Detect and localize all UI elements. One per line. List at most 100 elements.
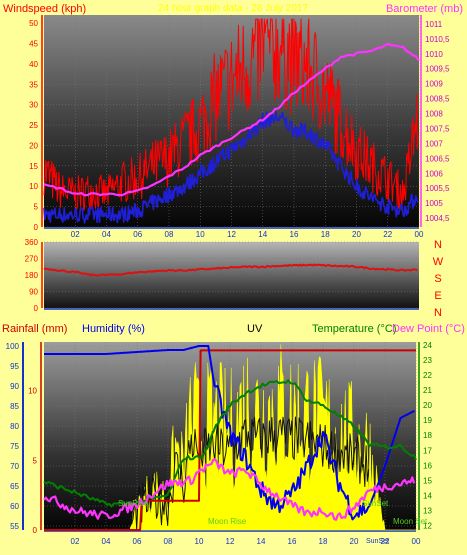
x-tick-label: 00 xyxy=(412,537,421,546)
barometer-tick-label: 1004,5 xyxy=(425,214,450,223)
wind-tick-label: 15 xyxy=(29,162,38,171)
wind-tick-label: 50 xyxy=(29,19,38,28)
barometer-tick-label: 1008,5 xyxy=(425,95,450,104)
x-tick-label: 14 xyxy=(257,537,266,546)
temp-tick-label: 14 xyxy=(423,491,432,500)
x-tick-label: 08 xyxy=(164,537,173,546)
compass-label: N xyxy=(434,239,442,251)
x-tick-label: 14 xyxy=(258,230,267,239)
x-tick-label: 08 xyxy=(165,230,174,239)
temp-tick-label: 24 xyxy=(423,341,432,350)
sunset-axis-label: SunSet xyxy=(366,538,389,545)
temp-tick-label: 15 xyxy=(423,476,432,485)
x-tick-label: 06 xyxy=(133,230,142,239)
compass-label: S xyxy=(434,273,441,285)
temp-tick-label: 19 xyxy=(423,416,432,425)
barometer-tick-label: 1010 xyxy=(425,50,443,59)
rain-tick-label: 10 xyxy=(28,387,37,396)
wind-tick-label: 35 xyxy=(29,80,38,89)
x-tick-label: 20 xyxy=(350,537,359,546)
rainfall-line xyxy=(44,349,416,531)
humidity-tick-label: 55 xyxy=(10,522,19,531)
rainfall-title: Rainfall (mm) xyxy=(2,323,67,335)
temp-tick-label: 12 xyxy=(423,521,432,530)
wind-tick-label: 40 xyxy=(29,60,38,69)
direction-tick-label: 360 xyxy=(25,238,39,247)
temp-tick-label: 18 xyxy=(423,431,432,440)
humidity-tick-label: 85 xyxy=(10,402,19,411)
humidity-tick-label: 100 xyxy=(6,342,20,351)
x-tick-label: 00 xyxy=(415,230,424,239)
x-tick-label: 18 xyxy=(321,230,330,239)
x-tick-label: 10 xyxy=(195,537,204,546)
barometer-tick-label: 1009,5 xyxy=(425,65,450,74)
humidity-tick-label: 70 xyxy=(10,462,19,471)
humidity-tick-label: 80 xyxy=(10,422,19,431)
x-tick-label: 22 xyxy=(383,230,392,239)
direction-tick-label: 0 xyxy=(34,304,39,313)
wind-tick-label: 30 xyxy=(29,101,38,110)
temp-tick-label: 22 xyxy=(423,371,432,380)
compass-label: E xyxy=(434,290,441,302)
temperature-title: Temperature (°C) xyxy=(312,323,396,335)
sunset-label: SunSet xyxy=(362,499,389,508)
sunrise-label: SunRise xyxy=(118,499,149,508)
dewpoint-title: Dew Point (°C) xyxy=(392,323,465,335)
temp-tick-label: 16 xyxy=(423,461,432,470)
moonset-label: Moon Set xyxy=(393,517,428,526)
temp-tick-label: 17 xyxy=(423,446,432,455)
wind-tick-label: 10 xyxy=(29,182,38,191)
temp-tick-label: 21 xyxy=(423,386,432,395)
humidity-title: Humidity (%) xyxy=(82,323,145,335)
barometer-tick-label: 1006,5 xyxy=(425,154,450,163)
compass-label: W xyxy=(433,256,444,268)
humidity-tick-label: 60 xyxy=(10,502,19,511)
direction-tick-label: 270 xyxy=(25,255,39,264)
barometer-tick-label: 1011 xyxy=(425,20,443,29)
direction-line xyxy=(43,263,418,277)
x-tick-label: 04 xyxy=(102,230,111,239)
windspeed-title: Windspeed (kph) xyxy=(3,3,86,15)
humidity-tick-label: 65 xyxy=(10,482,19,491)
x-tick-label: 22 xyxy=(381,537,390,546)
wind-tick-label: 0 xyxy=(34,223,39,232)
moonrise-label: Moon Rise xyxy=(208,517,247,526)
temp-tick-label: 13 xyxy=(423,506,432,515)
wind-tick-label: 45 xyxy=(29,40,38,49)
humidity-tick-label: 95 xyxy=(10,362,19,371)
x-tick-label: 04 xyxy=(102,537,111,546)
humidity-tick-label: 75 xyxy=(10,442,19,451)
windspeed-line xyxy=(43,18,419,211)
dewpoint-line xyxy=(43,458,416,521)
temp-tick-label: 23 xyxy=(423,356,432,365)
barometer-tick-label: 1006 xyxy=(425,169,443,178)
x-tick-label: 02 xyxy=(71,537,80,546)
barometer-tick-label: 1005 xyxy=(425,199,443,208)
wind-tick-label: 25 xyxy=(29,121,38,130)
barometer-title: Barometer (mb) xyxy=(386,3,463,15)
x-tick-label: 20 xyxy=(352,230,361,239)
temp-tick-label: 20 xyxy=(423,401,432,410)
wind-tick-label: 5 xyxy=(34,203,39,212)
humidity-line xyxy=(44,345,415,521)
x-tick-label: 16 xyxy=(288,537,297,546)
x-tick-label: 12 xyxy=(227,230,236,239)
x-tick-label: 12 xyxy=(226,537,235,546)
uv-title: UV xyxy=(247,323,263,335)
wind-tick-label: 20 xyxy=(29,141,38,150)
barometer-tick-label: 1008 xyxy=(425,110,443,119)
x-tick-label: 10 xyxy=(196,230,205,239)
barometer-line xyxy=(43,42,420,197)
rain-tick-label: 5 xyxy=(33,456,38,465)
x-tick-label: 06 xyxy=(133,537,142,546)
x-tick-label: 02 xyxy=(71,230,80,239)
barometer-tick-label: 1005,5 xyxy=(425,184,450,193)
barometer-tick-label: 1007,5 xyxy=(425,124,450,133)
x-tick-label: 18 xyxy=(319,537,328,546)
humidity-tick-label: 90 xyxy=(10,382,19,391)
barometer-tick-label: 1009 xyxy=(425,80,443,89)
direction-tick-label: 90 xyxy=(29,288,38,297)
x-tick-label: 16 xyxy=(290,230,299,239)
barometer-tick-label: 1010,5 xyxy=(425,35,450,44)
